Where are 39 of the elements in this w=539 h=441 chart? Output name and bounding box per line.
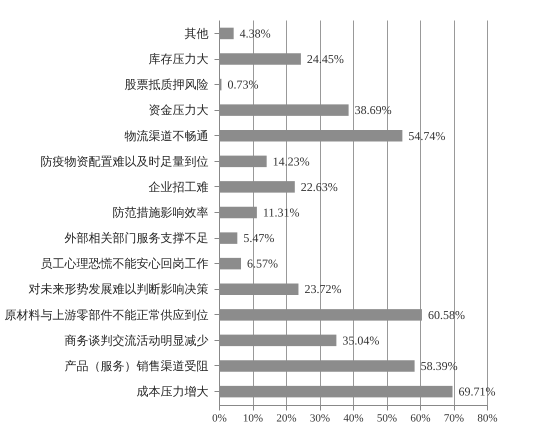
y-tick-label: 外部相关部门服务支撑不足 (64, 231, 208, 246)
y-tick-label: 商务谈判交流活动明显减少 (64, 333, 208, 348)
data-label: 22.63% (300, 180, 338, 194)
y-tick-label: 企业招工难 (148, 180, 208, 194)
data-label: 24.45% (306, 52, 344, 66)
data-label: 5.47% (243, 231, 274, 246)
data-label: 0.73% (227, 78, 258, 92)
y-tick-label: 防范措施影响效率 (112, 206, 208, 220)
data-label: 4.38% (240, 26, 271, 40)
data-label: 23.72% (304, 282, 342, 296)
data-label: 38.69% (354, 103, 392, 118)
y-tick-label: 股票抵质押风险 (124, 78, 208, 92)
x-tick-label: 20% (276, 412, 297, 424)
y-tick-label: 物流渠道不畅通 (124, 128, 208, 143)
x-tick-label: 0% (212, 412, 227, 424)
data-label: 60.58% (428, 308, 465, 322)
y-tick-label: 防疫物资配置难以及时足量到位 (40, 154, 208, 168)
x-tick-label: 30% (310, 412, 330, 424)
x-tick-label: 10% (242, 412, 264, 424)
data-label: 69.71% (458, 384, 496, 399)
y-tick-label: 其他 (184, 26, 208, 40)
x-tick-label: 40% (343, 412, 364, 424)
x-tick-label: 60% (410, 412, 431, 424)
y-tick-label: 产品（服务）销售渠道受阻 (64, 358, 208, 373)
y-tick-label: 资金压力大 (148, 103, 208, 118)
y-tick-label: 对未来形势发展难以判断影响决策 (28, 282, 208, 296)
data-label: 35.04% (342, 333, 380, 348)
y-tick-label: 库存压力大 (148, 52, 208, 66)
data-label: 14.23% (272, 154, 310, 168)
data-label: 6.57% (247, 256, 278, 271)
x-tick-label: 80% (477, 412, 498, 424)
x-tick-label: 70% (444, 412, 464, 424)
y-tick-label: 成本压力增大 (136, 384, 208, 399)
data-label: 11.31% (262, 206, 300, 220)
x-tick-label: 50% (376, 412, 398, 424)
data-label: 54.74% (408, 128, 446, 143)
y-tick-label: 原材料与上游零部件不能正常供应到位 (4, 308, 208, 322)
data-label: 58.39% (420, 358, 458, 373)
y-tick-label: 员工心理恐慌不能安心回岗工作 (40, 256, 208, 271)
